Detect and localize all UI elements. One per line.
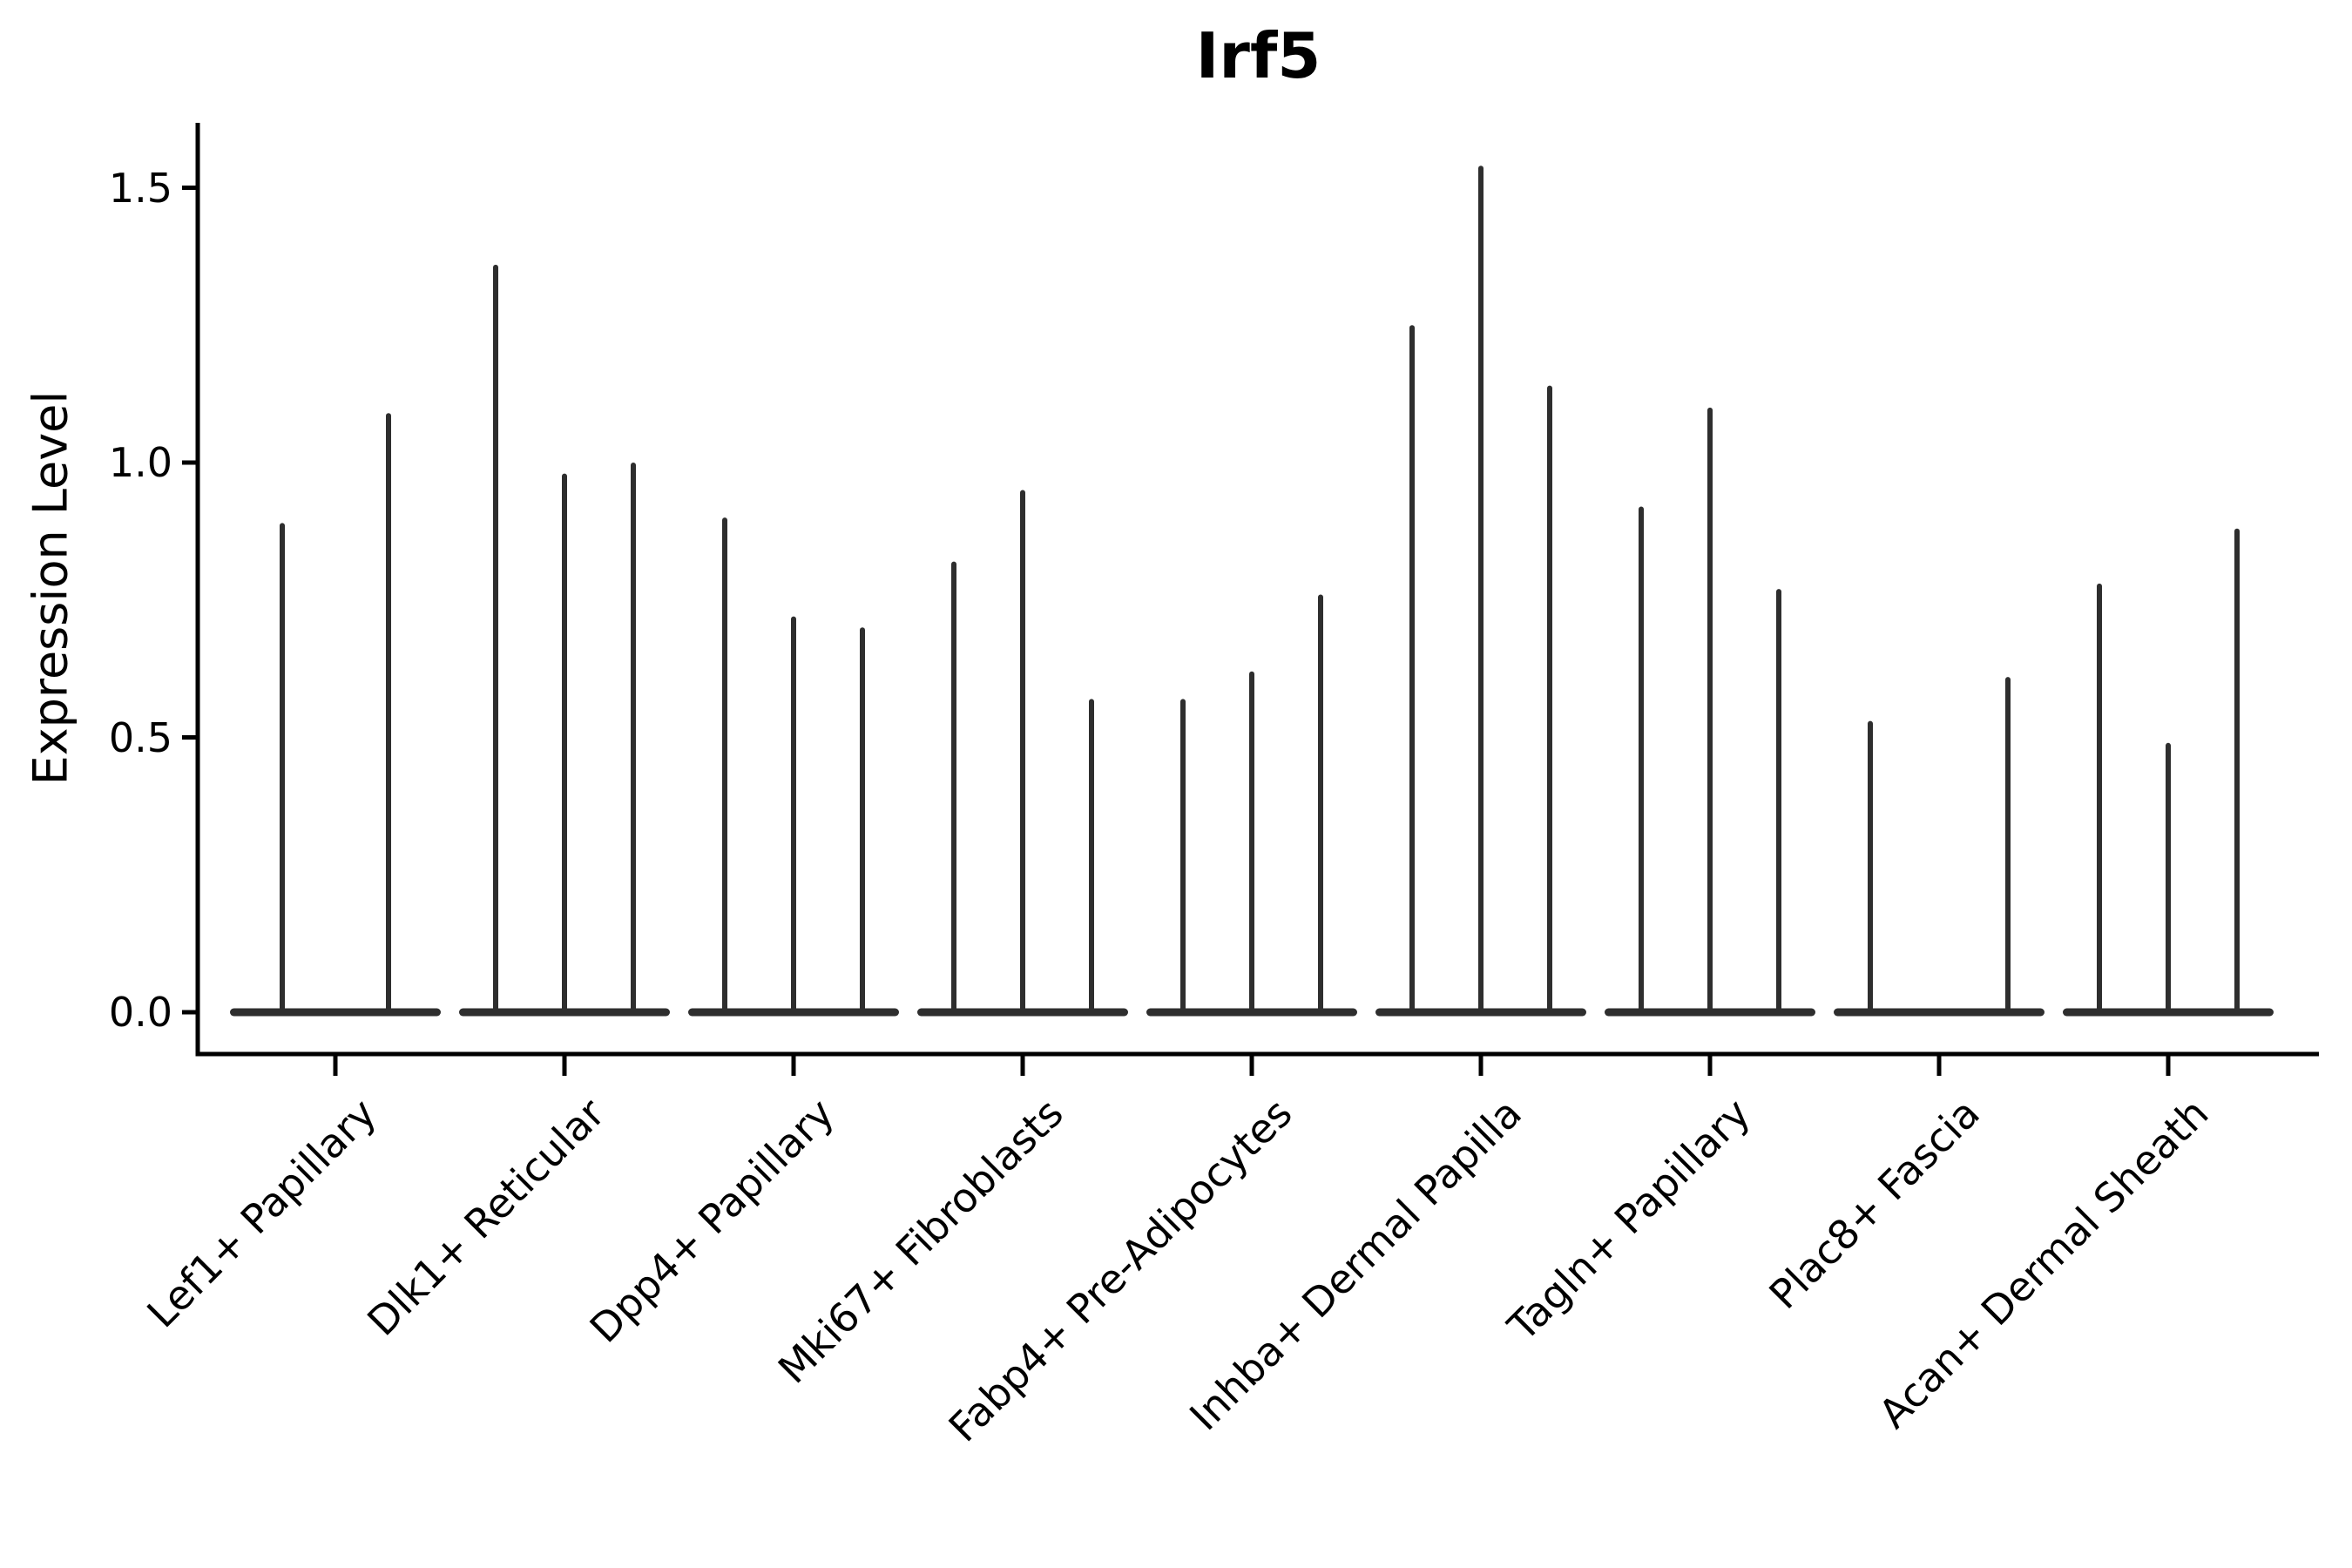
- y-tick-label: 1.0: [108, 439, 172, 486]
- chart-title: Irf5: [1195, 19, 1321, 92]
- y-tick-label: 1.5: [108, 164, 172, 212]
- y-tick-label: 0.5: [108, 713, 172, 761]
- violin-baseline: [230, 1008, 441, 1017]
- violin-baseline: [1834, 1008, 2044, 1017]
- y-tick-label: 0.0: [108, 989, 172, 1036]
